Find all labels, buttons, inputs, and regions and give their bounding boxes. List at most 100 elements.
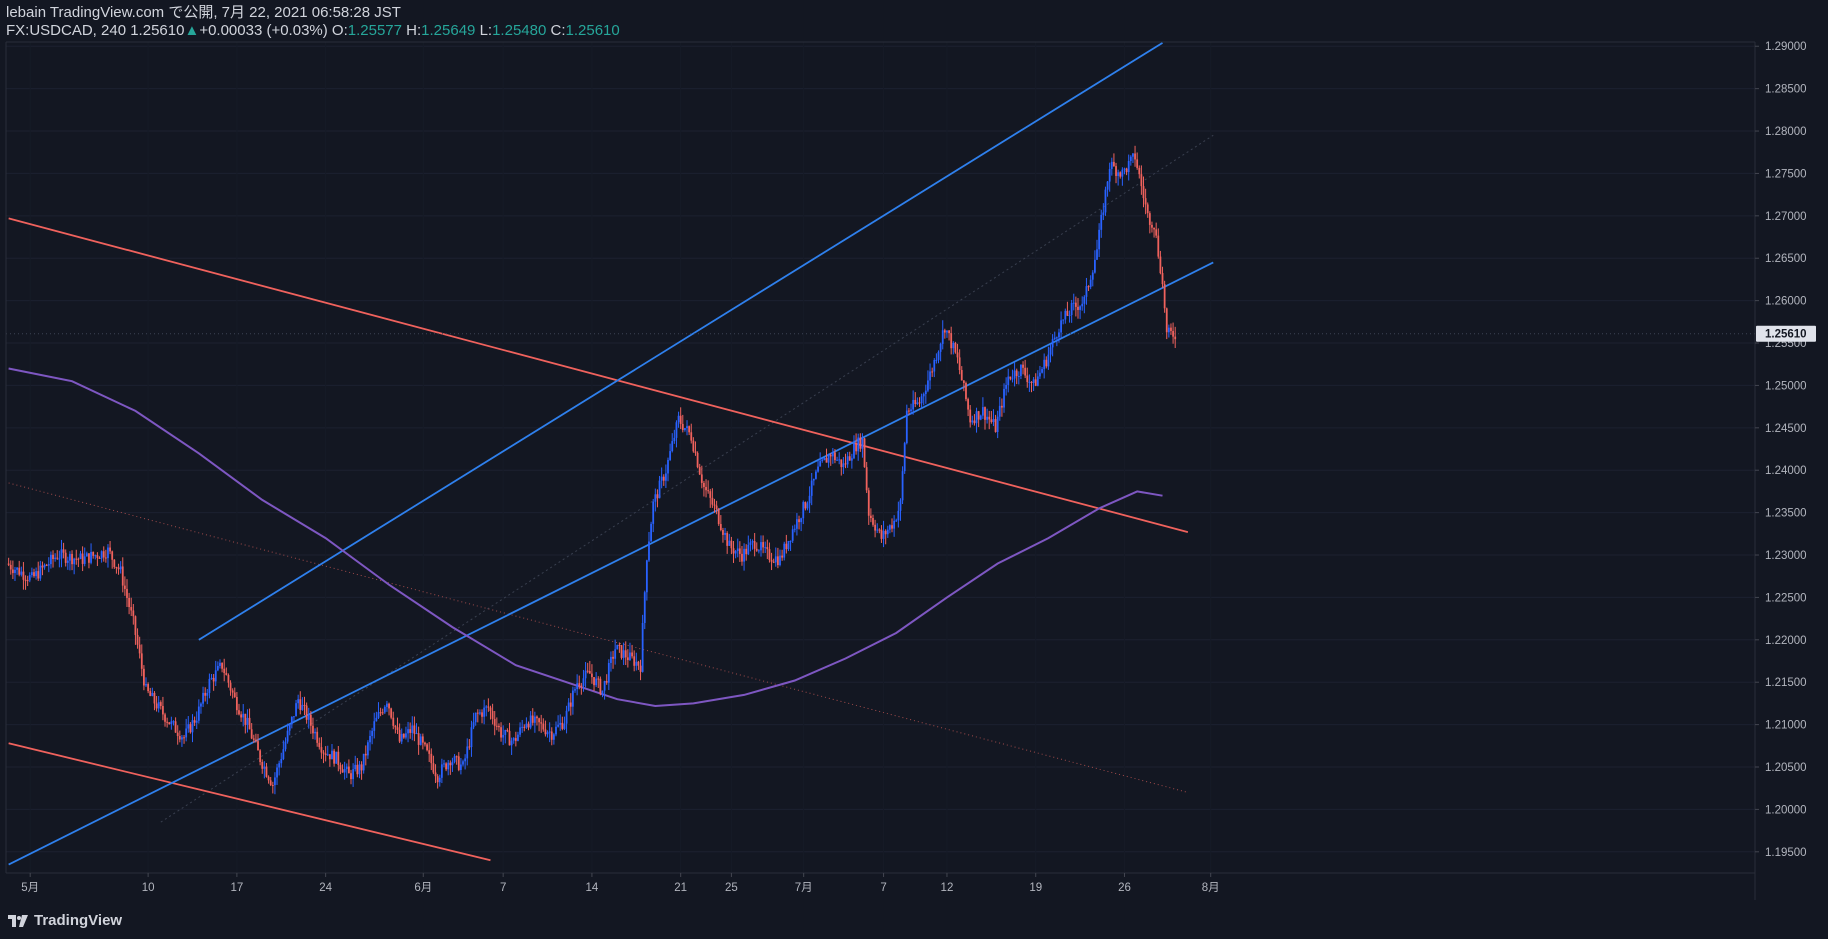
candle	[675, 420, 678, 448]
candle	[977, 410, 980, 428]
candle-body	[1174, 336, 1177, 340]
candle-body	[248, 717, 251, 730]
candle-body	[743, 548, 745, 562]
candle-body	[174, 721, 177, 733]
candle	[252, 734, 255, 743]
candle-body	[711, 497, 714, 505]
time-tick-label: 7月	[795, 882, 813, 894]
candle	[584, 661, 587, 688]
candle	[996, 410, 999, 439]
candle-body	[916, 402, 919, 405]
candle	[899, 498, 902, 521]
candle-body	[853, 443, 855, 459]
last-price-marker: 1.25610	[1756, 325, 1816, 342]
candle-body	[24, 579, 27, 581]
candle-body	[373, 721, 376, 731]
candle-body	[280, 759, 283, 764]
candle-body	[1140, 174, 1143, 187]
candle	[113, 559, 116, 569]
candle	[1058, 328, 1060, 343]
candle-body	[660, 476, 663, 481]
candle	[398, 723, 401, 744]
candle	[242, 704, 245, 727]
candle	[390, 707, 393, 720]
candle	[728, 533, 731, 546]
candle	[358, 760, 361, 779]
candle	[836, 456, 838, 461]
candle	[445, 762, 447, 772]
candle-body	[85, 553, 88, 557]
candle	[345, 763, 348, 778]
candle	[288, 723, 291, 736]
resistance-line	[8, 217, 1189, 533]
high-value: 1.25649	[421, 22, 476, 39]
candle-body	[445, 763, 447, 770]
candle	[960, 366, 963, 381]
candle	[764, 541, 767, 554]
candle	[546, 730, 549, 738]
candle	[622, 642, 625, 665]
candle-body	[500, 727, 502, 738]
candle-body	[1129, 156, 1132, 161]
candle-body	[675, 422, 678, 438]
candle-body	[603, 680, 606, 691]
candle-body	[948, 330, 950, 334]
candle-body	[204, 692, 207, 696]
candle	[466, 738, 469, 766]
candle	[667, 457, 669, 482]
trendline-drawings[interactable]	[6, 42, 1755, 866]
candle	[183, 734, 185, 744]
candle-body	[591, 673, 593, 678]
candle	[842, 457, 845, 474]
candle-body	[394, 725, 397, 728]
candle-body	[764, 547, 767, 549]
candle-body	[880, 529, 883, 539]
candle-body	[700, 474, 703, 483]
candle	[889, 524, 891, 534]
price-tick-label: 1.27000	[1765, 211, 1807, 223]
candle	[1138, 165, 1141, 179]
candle-body	[696, 452, 699, 468]
price-axis[interactable]: 1.29000 1.28500 1.28000 1.27500 1.27000 1.265…	[1755, 41, 1807, 859]
candle-body	[1121, 169, 1124, 177]
candle-body	[741, 553, 743, 562]
candle-body	[1015, 370, 1018, 377]
time-axis[interactable]: 5月 10 17 24 6月 7 14 21 25 7月 7 12 19 26 8月	[21, 873, 1220, 894]
candle	[265, 762, 268, 778]
candle-body	[41, 565, 44, 568]
candle-body	[567, 702, 570, 711]
candle	[946, 330, 948, 338]
candle-body	[255, 739, 257, 742]
candle	[656, 489, 659, 508]
candle-body	[1055, 337, 1058, 339]
candle-body	[770, 559, 773, 562]
candle-body	[895, 520, 898, 522]
tradingview-logo[interactable]: TradingView	[8, 912, 122, 929]
candle-body	[145, 684, 147, 686]
time-tick-label: 21	[674, 882, 687, 894]
candle	[1041, 367, 1043, 374]
candle-body	[39, 565, 42, 579]
candle-body	[1125, 168, 1128, 173]
candle-body	[705, 486, 707, 491]
candle	[257, 733, 259, 751]
candle	[111, 550, 114, 569]
candle-body	[250, 729, 253, 739]
candle	[637, 660, 640, 670]
candle-body	[884, 530, 887, 535]
candle	[569, 693, 572, 716]
candle	[278, 760, 281, 776]
candle-body	[935, 359, 938, 361]
candle	[510, 737, 513, 755]
candle	[971, 415, 974, 425]
candle	[71, 550, 73, 571]
candle-body	[637, 661, 640, 666]
candle	[785, 534, 788, 554]
candle	[517, 731, 519, 742]
candle-body	[664, 473, 667, 481]
candle-body	[257, 741, 259, 751]
price-tick-label: 1.24500	[1765, 423, 1807, 435]
candle-body	[297, 699, 300, 704]
candle	[1020, 364, 1022, 380]
